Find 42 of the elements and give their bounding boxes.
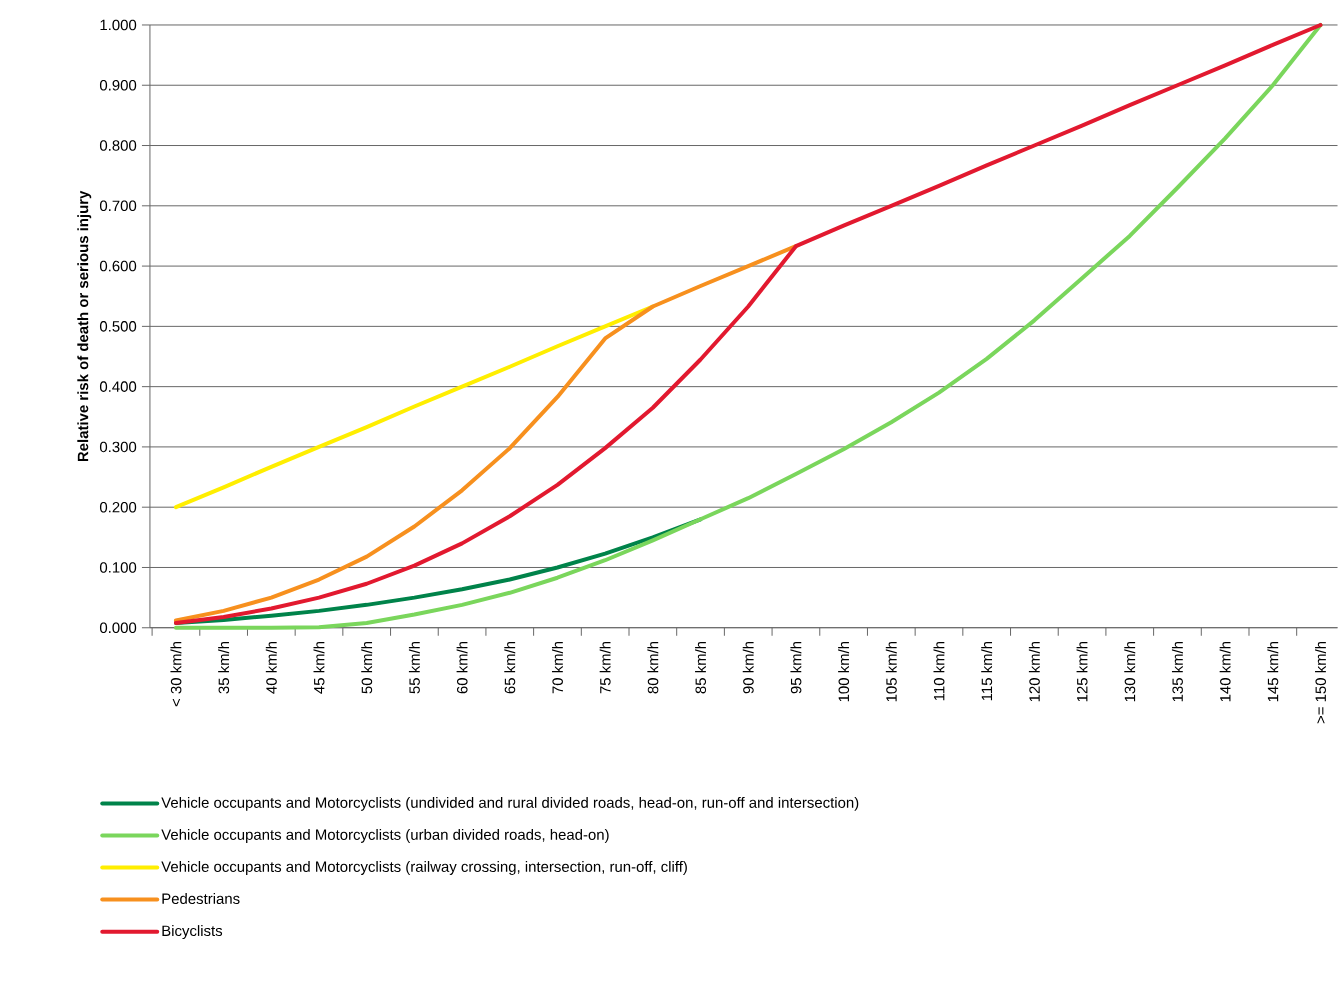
x-tick-label: 55 km/h xyxy=(408,642,420,694)
x-tick-label: 140 km/h xyxy=(1219,642,1231,702)
y-tick-label: 0.300 xyxy=(99,441,137,453)
x-tick-label: 60 km/h xyxy=(456,642,468,694)
x-tick-label: 65 km/h xyxy=(504,642,516,694)
x-tick-label: 120 km/h xyxy=(1028,642,1040,702)
x-tick-label: 125 km/h xyxy=(1076,642,1088,702)
legend-label: Vehicle occupants and Motorcyclists (undivided and rural divided roads, head-on, run-off and intersection) xyxy=(161,797,859,812)
x-tick-label: 115 km/h xyxy=(981,642,993,701)
x-tick-label: >= 150 km/h xyxy=(1315,642,1326,724)
legend-label: Vehicle occupants and Motorcyclists (urban divided roads, head-on) xyxy=(161,829,609,844)
y-tick-label: 0.100 xyxy=(99,562,137,573)
legend-label: Pedestrians xyxy=(162,893,240,905)
y-tick-label: 0.700 xyxy=(99,200,137,212)
x-tick-label: 70 km/h xyxy=(551,642,563,694)
x-tick-label: 100 km/h xyxy=(838,642,850,702)
x-tick-label: 145 km/h xyxy=(1267,642,1279,702)
x-tick-label: 95 km/h xyxy=(790,642,802,694)
y-tick-label: 0.400 xyxy=(99,381,137,393)
x-tick-label: 90 km/h xyxy=(742,642,754,694)
y-tick-label: 0.000 xyxy=(99,622,137,634)
x-tick-label: 105 km/h xyxy=(885,642,897,702)
x-tick-label: 40 km/h xyxy=(265,642,277,694)
y-tick-label: 0.900 xyxy=(99,80,137,91)
y-axis-title: Relative risk of death or serious injury xyxy=(77,190,92,462)
y-tick-label: 0.200 xyxy=(99,502,137,513)
x-tick-label: 35 km/h xyxy=(218,642,230,694)
x-tick-label: 50 km/h xyxy=(361,642,373,694)
x-tick-label: 135 km/h xyxy=(1171,642,1183,702)
legend-label: Bicyclists xyxy=(162,925,223,940)
y-tick-label: 1.000 xyxy=(100,19,137,31)
y-tick-label: 0.800 xyxy=(99,140,137,151)
x-tick-label: 75 km/h xyxy=(599,642,611,694)
x-tick-label: < 30 km/h xyxy=(170,642,182,707)
x-tick-label: 80 km/h xyxy=(647,642,659,694)
legend-label: Vehicle occupants and Motorcyclists (railway crossing, intersection, run-off, cliff) xyxy=(161,861,687,876)
y-tick-label: 0.500 xyxy=(99,321,137,332)
y-tick-label: 0.600 xyxy=(99,260,137,272)
x-tick-label: 130 km/h xyxy=(1124,642,1136,702)
x-tick-label: 110 km/h xyxy=(933,642,945,701)
x-tick-label: 45 km/h xyxy=(313,642,325,694)
x-tick-label: 85 km/h xyxy=(695,642,707,694)
